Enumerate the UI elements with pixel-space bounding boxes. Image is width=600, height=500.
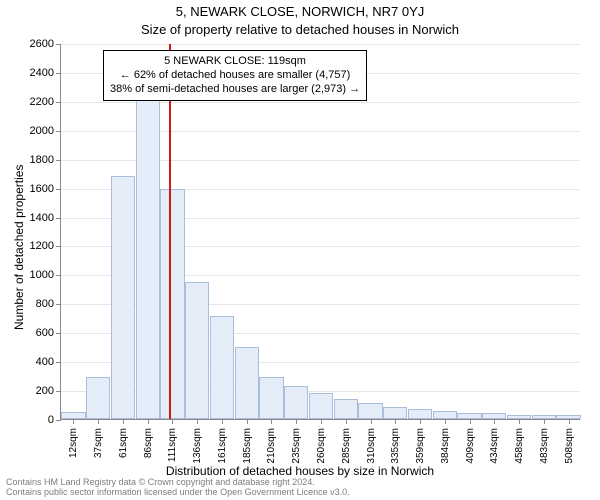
- y-tick-label: 800: [14, 298, 54, 310]
- title-subtitle: Size of property relative to detached ho…: [0, 22, 600, 37]
- y-tick: [56, 73, 61, 74]
- x-tick: [371, 419, 372, 424]
- y-tick-label: 1000: [14, 269, 54, 281]
- histogram-bar: [185, 282, 209, 419]
- histogram-bar: [111, 176, 135, 419]
- histogram-bar: [334, 399, 358, 419]
- x-tick: [445, 419, 446, 424]
- y-tick: [56, 275, 61, 276]
- y-tick: [56, 333, 61, 334]
- chart-plot-area: 5 NEWARK CLOSE: 119sqm ← 62% of detached…: [60, 44, 580, 420]
- histogram-bar: [433, 411, 457, 419]
- x-tick: [98, 419, 99, 424]
- y-tick-label: 600: [14, 327, 54, 339]
- y-tick-label: 2400: [14, 67, 54, 79]
- x-tick: [346, 419, 347, 424]
- x-tick: [247, 419, 248, 424]
- y-tick: [56, 131, 61, 132]
- annotation-box: 5 NEWARK CLOSE: 119sqm ← 62% of detached…: [103, 50, 367, 101]
- x-axis-label: Distribution of detached houses by size …: [0, 464, 600, 478]
- histogram-bar: [210, 316, 234, 419]
- x-tick: [271, 419, 272, 424]
- x-tick: [395, 419, 396, 424]
- y-tick: [56, 160, 61, 161]
- annotation-line2: ← 62% of detached houses are smaller (4,…: [110, 69, 360, 83]
- histogram-bar: [358, 403, 382, 419]
- gridline: [61, 44, 580, 45]
- annotation-line3: 38% of semi-detached houses are larger (…: [110, 83, 360, 97]
- histogram-bar: [259, 377, 283, 419]
- y-tick: [56, 44, 61, 45]
- annotation-line1: 5 NEWARK CLOSE: 119sqm: [110, 55, 360, 69]
- x-tick: [73, 419, 74, 424]
- y-tick: [56, 246, 61, 247]
- y-tick-label: 1400: [14, 212, 54, 224]
- y-tick-label: 2200: [14, 96, 54, 108]
- y-tick: [56, 420, 61, 421]
- y-tick-label: 200: [14, 385, 54, 397]
- x-tick: [197, 419, 198, 424]
- x-tick: [148, 419, 149, 424]
- x-tick: [123, 419, 124, 424]
- footer-attribution: Contains HM Land Registry data © Crown c…: [6, 478, 350, 498]
- title-address: 5, NEWARK CLOSE, NORWICH, NR7 0YJ: [0, 4, 600, 19]
- histogram-bar: [160, 189, 184, 419]
- y-tick-label: 1200: [14, 240, 54, 252]
- y-tick-label: 2000: [14, 125, 54, 137]
- y-tick-label: 2600: [14, 38, 54, 50]
- y-tick: [56, 391, 61, 392]
- x-tick: [321, 419, 322, 424]
- x-tick: [544, 419, 545, 424]
- histogram-bar: [86, 377, 110, 419]
- page-root: 5, NEWARK CLOSE, NORWICH, NR7 0YJ Size o…: [0, 0, 600, 500]
- y-tick: [56, 218, 61, 219]
- histogram-bar: [383, 407, 407, 419]
- x-tick: [519, 419, 520, 424]
- y-tick: [56, 189, 61, 190]
- footer-line2: Contains public sector information licen…: [6, 488, 350, 498]
- x-tick: [296, 419, 297, 424]
- x-tick: [172, 419, 173, 424]
- y-tick: [56, 102, 61, 103]
- y-tick-label: 1800: [14, 154, 54, 166]
- x-tick: [494, 419, 495, 424]
- histogram-bar: [61, 412, 85, 419]
- histogram-bar: [136, 81, 160, 419]
- y-tick-label: 400: [14, 356, 54, 368]
- x-tick: [420, 419, 421, 424]
- y-tick-label: 1600: [14, 183, 54, 195]
- x-tick: [222, 419, 223, 424]
- y-tick: [56, 304, 61, 305]
- histogram-bar: [408, 409, 432, 419]
- x-tick: [470, 419, 471, 424]
- histogram-bar: [284, 386, 308, 419]
- y-tick: [56, 362, 61, 363]
- x-tick: [569, 419, 570, 424]
- y-tick-label: 0: [14, 414, 54, 426]
- histogram-bar: [235, 347, 259, 419]
- histogram-bar: [309, 393, 333, 419]
